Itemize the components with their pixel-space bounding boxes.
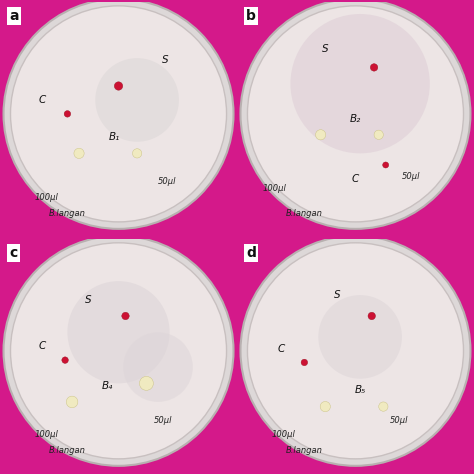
Circle shape xyxy=(66,396,78,408)
Circle shape xyxy=(379,402,388,411)
Circle shape xyxy=(122,312,129,319)
Text: 100µl: 100µl xyxy=(263,184,286,193)
Text: S: S xyxy=(162,55,168,65)
Text: 100µl: 100µl xyxy=(35,430,59,439)
Circle shape xyxy=(383,162,389,168)
Circle shape xyxy=(370,64,378,71)
Text: B.langan: B.langan xyxy=(286,446,323,455)
Text: d: d xyxy=(246,246,256,260)
Text: c: c xyxy=(9,246,18,260)
Text: B₁: B₁ xyxy=(108,132,119,142)
Circle shape xyxy=(374,130,383,139)
Text: B.langan: B.langan xyxy=(286,209,323,218)
Circle shape xyxy=(123,332,193,402)
Text: 100µl: 100µl xyxy=(272,430,296,439)
Circle shape xyxy=(95,58,179,142)
Circle shape xyxy=(247,6,464,222)
Text: a: a xyxy=(9,9,19,23)
Circle shape xyxy=(247,243,464,459)
Circle shape xyxy=(3,0,234,229)
Circle shape xyxy=(240,236,471,466)
Text: C: C xyxy=(38,95,46,105)
Text: 50µl: 50µl xyxy=(154,416,172,425)
Circle shape xyxy=(320,401,330,412)
Circle shape xyxy=(316,130,326,140)
Text: B₅: B₅ xyxy=(355,385,366,395)
Text: b: b xyxy=(246,9,256,23)
Text: C: C xyxy=(277,344,285,354)
Circle shape xyxy=(74,148,84,158)
Circle shape xyxy=(319,295,402,379)
Text: S: S xyxy=(334,290,340,300)
Circle shape xyxy=(62,357,68,364)
Circle shape xyxy=(64,110,71,117)
Text: B₂: B₂ xyxy=(350,114,361,124)
Text: B.langan: B.langan xyxy=(49,446,86,455)
Text: B₄: B₄ xyxy=(101,381,112,391)
Text: 50µl: 50µl xyxy=(402,172,420,181)
Text: 50µl: 50µl xyxy=(390,416,409,425)
Circle shape xyxy=(67,281,170,383)
Circle shape xyxy=(291,14,430,154)
Circle shape xyxy=(132,149,142,158)
Circle shape xyxy=(114,82,123,90)
Circle shape xyxy=(240,0,471,229)
Text: B.langan: B.langan xyxy=(49,209,86,218)
Text: 100µl: 100µl xyxy=(35,193,59,202)
Circle shape xyxy=(301,359,308,366)
Text: S: S xyxy=(85,295,91,305)
Circle shape xyxy=(139,376,154,390)
Circle shape xyxy=(10,243,227,459)
Text: C: C xyxy=(352,174,359,184)
Circle shape xyxy=(368,312,375,319)
Text: S: S xyxy=(322,44,328,54)
Text: 50µl: 50µl xyxy=(158,177,176,186)
Circle shape xyxy=(3,236,234,466)
Text: C: C xyxy=(38,341,46,351)
Circle shape xyxy=(10,6,227,222)
